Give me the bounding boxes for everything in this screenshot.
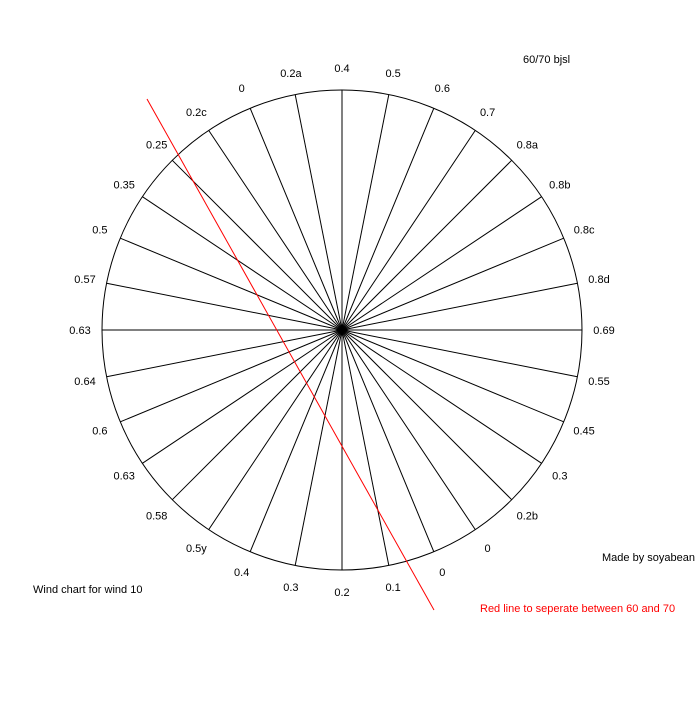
spoke-label-6: 0.8c — [574, 225, 595, 237]
spoke-label-31: 0.2a — [280, 68, 302, 80]
spoke-18 — [250, 330, 342, 552]
spoke-label-30: 0 — [239, 83, 245, 95]
spoke-label-1: 0.5 — [385, 68, 400, 80]
spoke-label-19: 0.5y — [186, 543, 207, 555]
spoke-30 — [250, 108, 342, 330]
spoke-label-5: 0.8b — [549, 179, 570, 191]
spoke-12 — [342, 330, 512, 500]
spoke-label-9: 0.55 — [588, 376, 609, 388]
red-line-note: Red line to seperate between 60 and 70 — [480, 603, 675, 615]
spokes — [102, 90, 582, 570]
spoke-label-3: 0.7 — [480, 107, 495, 119]
spoke-label-27: 0.35 — [113, 179, 134, 191]
spoke-26 — [120, 238, 342, 330]
spoke-label-24: 0.63 — [69, 325, 90, 337]
spoke-label-4: 0.8a — [517, 140, 539, 152]
spoke-28 — [172, 160, 342, 330]
spoke-label-25: 0.57 — [74, 274, 95, 286]
spoke-label-12: 0.2b — [517, 510, 538, 522]
spoke-label-28: 0.25 — [146, 140, 167, 152]
spoke-label-14: 0 — [439, 567, 445, 579]
spoke-label-0: 0.4 — [334, 63, 349, 75]
spoke-label-2: 0.6 — [435, 83, 450, 95]
spoke-label-17: 0.3 — [283, 582, 298, 594]
chart-caption: Wind chart for wind 10 — [33, 584, 142, 596]
credit-text: Made by soyabean — [602, 552, 695, 564]
spoke-label-23: 0.64 — [74, 376, 95, 388]
spoke-22 — [120, 330, 342, 422]
red-divider-line — [147, 99, 434, 610]
spoke-2 — [342, 108, 434, 330]
spoke-label-15: 0.1 — [385, 582, 400, 594]
spoke-label-11: 0.3 — [552, 471, 567, 483]
spoke-6 — [342, 238, 564, 330]
spoke-label-7: 0.8d — [588, 274, 609, 286]
spoke-14 — [342, 330, 434, 552]
spoke-label-13: 0 — [485, 543, 491, 555]
spoke-4 — [342, 160, 512, 330]
spoke-label-8: 0.69 — [593, 325, 614, 337]
spoke-label-26: 0.5 — [92, 225, 107, 237]
spoke-label-22: 0.6 — [92, 425, 107, 437]
spoke-label-18: 0.4 — [234, 567, 249, 579]
spoke-label-20: 0.58 — [146, 510, 167, 522]
header-note: 60/70 bjsl — [523, 54, 570, 66]
spoke-10 — [342, 330, 564, 422]
spoke-label-16: 0.2 — [334, 587, 349, 599]
spoke-label-21: 0.63 — [113, 471, 134, 483]
spoke-label-10: 0.45 — [573, 425, 594, 437]
spoke-label-29: 0.2c — [186, 107, 207, 119]
spoke-20 — [172, 330, 342, 500]
